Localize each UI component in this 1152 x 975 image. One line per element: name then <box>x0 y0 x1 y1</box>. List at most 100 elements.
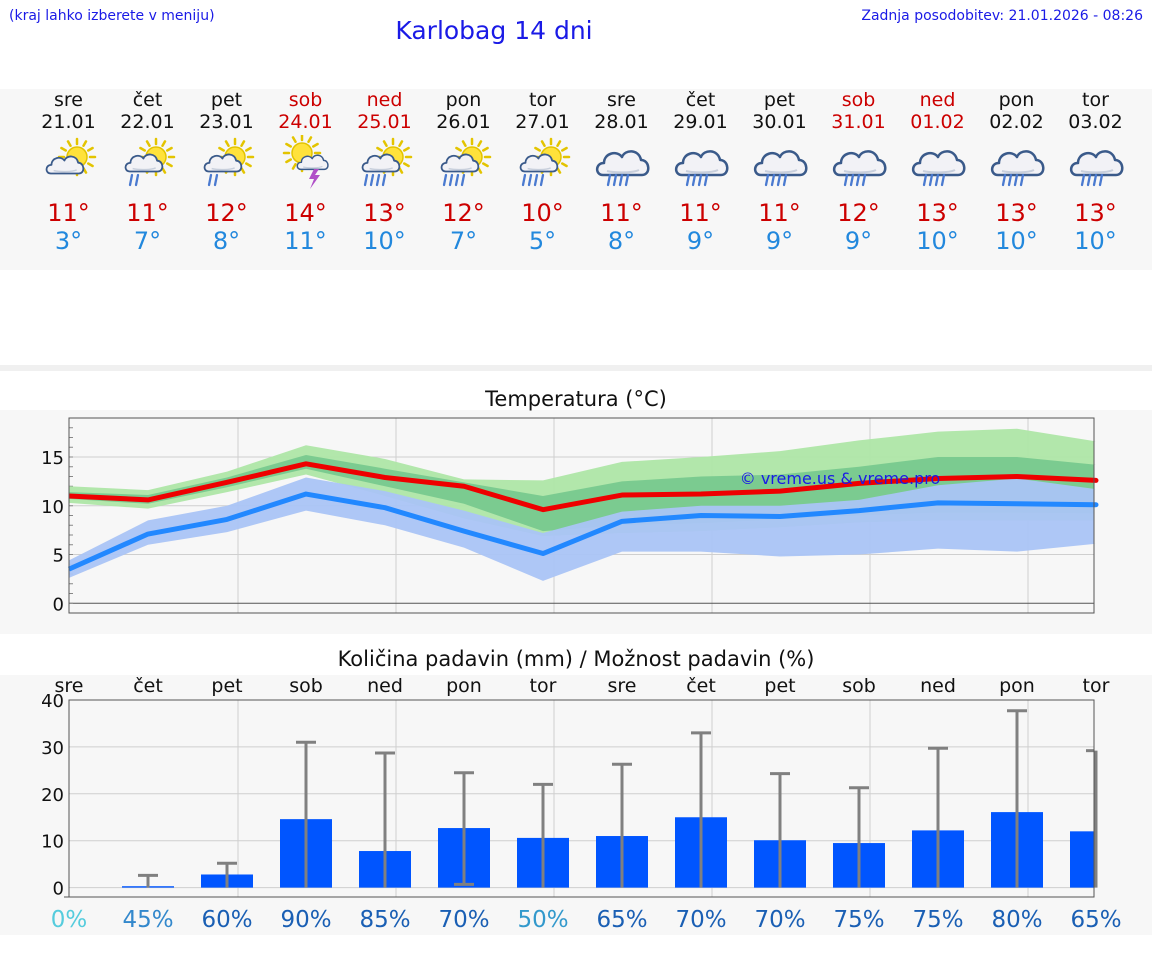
temperature-plot-frame <box>68 417 1095 614</box>
partly-cloudy-sun-icon <box>45 137 96 177</box>
precipitation-day-label: tor <box>1083 675 1110 697</box>
day-name: pet <box>763 89 796 111</box>
precipitation-day-label: pet <box>211 675 242 697</box>
day-name: pet <box>210 89 243 111</box>
day-date: 26.01 <box>436 111 491 133</box>
day-date: 25.01 <box>357 111 412 133</box>
day-name: ned <box>919 89 956 111</box>
min-temperature: 3° <box>54 227 83 255</box>
daily-forecast-band <box>0 89 1152 270</box>
precipitation-probability-label: 90% <box>280 907 331 933</box>
day-date: 01.02 <box>910 111 965 133</box>
day-name: pon <box>998 89 1035 111</box>
max-temperature: 11° <box>679 199 722 227</box>
min-range-band <box>69 477 1096 581</box>
day-name: čet <box>685 89 716 111</box>
min-temperature-line <box>67 491 1099 572</box>
day-date: 27.01 <box>515 111 570 133</box>
rain-cloud-icon <box>911 150 965 187</box>
min-temperature: 8° <box>607 227 636 255</box>
temperature-y-tick-label: 10 <box>41 497 64 518</box>
sun-cloud-heavy-rain-icon <box>440 137 491 187</box>
temperature-chart: 0 5 10 15 © vreme.us & vreme.pro <box>41 417 1099 615</box>
precipitation-y-tick-label: 20 <box>41 785 64 806</box>
precipitation-day-label: ned <box>920 675 956 697</box>
page-title: Karlobag 14 dni <box>395 16 593 45</box>
day-forecast: čet 22.01 11° 7° <box>108 89 187 255</box>
day-name: sob <box>288 89 323 111</box>
precipitation-probability-label: 65% <box>596 907 647 933</box>
precipitation-day-label: čet <box>133 675 163 697</box>
watermark-text: © vreme.us & vreme.pro <box>740 469 941 488</box>
max-temperature: 11° <box>126 199 169 227</box>
day-forecast: sre 21.01 11° 3° <box>29 89 108 255</box>
precipitation-probability-label: 75% <box>912 907 963 933</box>
precipitation-y-tick-label: 0 <box>53 879 64 900</box>
day-forecast: sre 28.01 11° 8° <box>582 89 661 255</box>
day-name: sre <box>54 89 83 111</box>
day-name: tor <box>1082 89 1109 111</box>
sun-cloud-rain-icon <box>203 137 254 187</box>
day-name: sob <box>841 89 876 111</box>
precipitation-probability-label: 70% <box>754 907 805 933</box>
day-date: 02.02 <box>989 111 1044 133</box>
rain-cloud-icon <box>595 150 649 187</box>
max-temperature: 12° <box>442 199 485 227</box>
rain-cloud-icon <box>674 150 728 187</box>
section-divider <box>0 365 1152 371</box>
day-forecast: pon 02.02 13° 10° <box>977 89 1056 255</box>
precipitation-y-tick-label: 10 <box>41 832 64 853</box>
max-temperature: 13° <box>1074 199 1117 227</box>
day-name: ned <box>366 89 403 111</box>
day-name: tor <box>529 89 556 111</box>
day-forecast: čet 29.01 11° 9° <box>661 89 740 255</box>
min-temperature: 5° <box>528 227 557 255</box>
day-forecast: sob 31.01 12° 9° <box>819 89 898 255</box>
min-temperature: 7° <box>133 227 162 255</box>
precipitation-chart-title: Količina padavin (mm) / Možnost padavin … <box>337 647 815 671</box>
location-menu-hint[interactable]: (kraj lahko izberete v meniju) <box>9 8 215 24</box>
max-temperature: 11° <box>47 199 90 227</box>
precipitation-plot-frame <box>68 699 1095 898</box>
precipitation-day-label: pon <box>999 675 1035 697</box>
precipitation-day-label: sob <box>842 675 876 697</box>
day-date: 21.01 <box>41 111 96 133</box>
temperature-y-tick-label: 5 <box>53 546 64 567</box>
day-date: 22.01 <box>120 111 175 133</box>
last-update-label: Zadnja posodobitev: 21.01.2026 - 08:26 <box>861 8 1143 24</box>
precipitation-day-label: tor <box>530 675 557 697</box>
min-temperature: 7° <box>449 227 478 255</box>
precipitation-day-label: čet <box>686 675 716 697</box>
sun-cloud-rain-icon <box>124 137 175 187</box>
max-temperature: 14° <box>284 199 327 227</box>
day-date: 29.01 <box>673 111 728 133</box>
max-temperature: 11° <box>600 199 643 227</box>
min-temperature: 11° <box>284 227 327 255</box>
day-date: 31.01 <box>831 111 886 133</box>
precipitation-probability-label: 50% <box>517 907 568 933</box>
precipitation-day-label: ned <box>367 675 403 697</box>
day-forecast: ned 25.01 13° 10° <box>345 89 424 255</box>
min-temperature: 10° <box>995 227 1038 255</box>
day-name: pon <box>445 89 482 111</box>
rain-cloud-icon <box>990 150 1044 187</box>
precipitation-probability-label: 60% <box>201 907 252 933</box>
day-forecast: tor 27.01 10° 5° <box>503 89 582 255</box>
day-forecast: pet 23.01 12° 8° <box>187 89 266 255</box>
sun-cloud-heavy-rain-icon <box>361 137 412 187</box>
precipitation-probability-label: 65% <box>1070 907 1121 933</box>
temperature-chart-title: Temperatura (°C) <box>485 387 667 411</box>
precipitation-probability-label: 75% <box>833 907 884 933</box>
day-date: 03.02 <box>1068 111 1123 133</box>
precipitation-day-label: pet <box>764 675 795 697</box>
temperature-y-tick-label: 0 <box>53 594 64 615</box>
sun-cloud-heavy-rain-icon <box>519 137 570 187</box>
max-temperature: 10° <box>521 199 564 227</box>
precipitation-probability-label: 80% <box>991 907 1042 933</box>
min-temperature: 9° <box>686 227 715 255</box>
max-temperature: 12° <box>837 199 880 227</box>
min-temperature: 10° <box>363 227 406 255</box>
day-forecast: tor 03.02 13° 10° <box>1056 89 1135 255</box>
